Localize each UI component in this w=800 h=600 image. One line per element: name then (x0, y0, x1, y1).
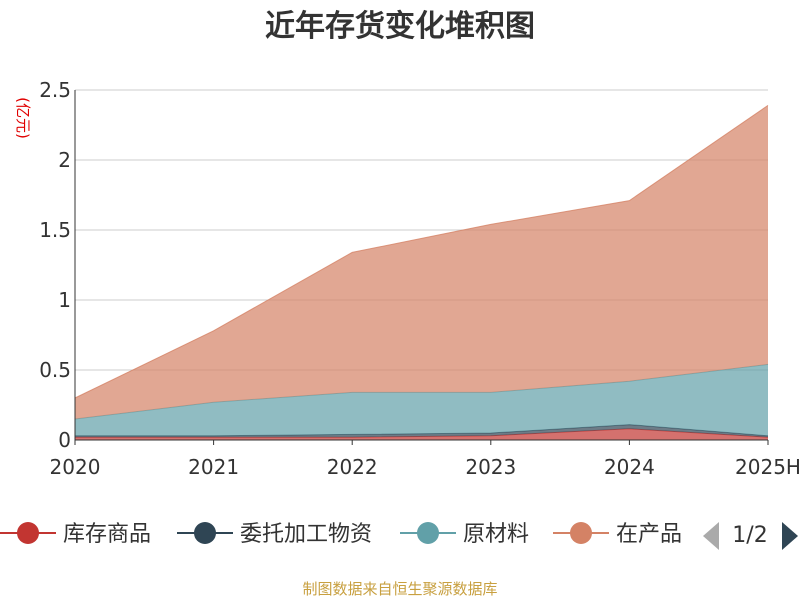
series-line (74, 104, 769, 399)
x-tick-label: 2023 (465, 455, 516, 479)
legend-page-indicator: 1/2 (732, 523, 767, 548)
y-tick-label: 2 (58, 148, 71, 172)
legend-pager-bg (685, 512, 800, 556)
legend-marker (417, 522, 439, 544)
source-note: 制图数据来自恒生聚源数据库 (302, 580, 497, 598)
legend-prev-icon (703, 522, 719, 550)
series-area (75, 105, 768, 420)
legend-marker (570, 522, 592, 544)
x-tick-label: 2024 (604, 455, 655, 479)
series-area (75, 364, 768, 436)
y-axis-unit-label: (亿元) (14, 97, 32, 139)
legend-label: 库存商品 (63, 522, 151, 547)
x-tick-label: 2022 (327, 455, 378, 479)
legend-label: 在产品 (616, 522, 682, 547)
legend: 库存商品 委托加工物资 原材料 在产品 1/2 (0, 512, 800, 556)
x-tick-label: 2025H (735, 455, 800, 479)
y-tick-label: 1 (58, 288, 71, 312)
series-area (75, 424, 768, 438)
x-tick-label: 2021 (188, 455, 239, 479)
chart-title: 近年存货变化堆积图 (265, 9, 535, 44)
legend-label: 委托加工物资 (240, 522, 372, 547)
y-tick-label: 1.5 (39, 218, 71, 242)
legend-marker (17, 522, 39, 544)
legend-label: 原材料 (463, 522, 529, 547)
y-tick-label: 0 (58, 428, 71, 452)
series-areas (74, 104, 769, 440)
legend-next-icon (782, 522, 798, 550)
x-tick-label: 2020 (50, 455, 101, 479)
y-tick-label: 0.5 (39, 358, 71, 382)
axes: 0 0.5 1 1.5 2 2.5 2020 2021 2022 2023 2024 2025H (39, 78, 800, 479)
legend-marker (194, 522, 216, 544)
y-tick-label: 2.5 (39, 78, 71, 102)
